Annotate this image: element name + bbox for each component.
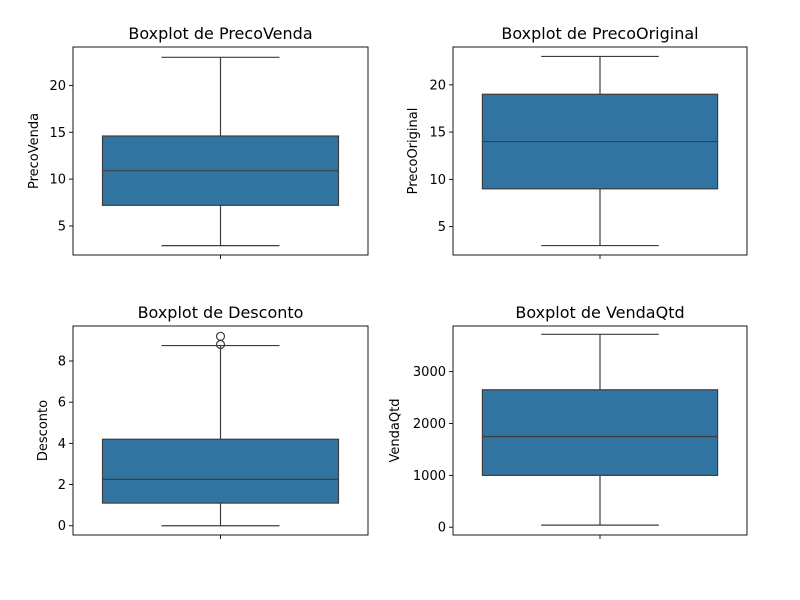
y-tick-label: 15: [49, 126, 66, 141]
chart-title: Boxplot de VendaQtd: [515, 303, 684, 322]
y-tick-label: 20: [49, 79, 66, 94]
y-tick-label: 3000: [413, 365, 446, 380]
y-tick-label: 5: [438, 220, 446, 235]
iqr-box: [101, 438, 340, 504]
y-tick-label: 1000: [413, 469, 446, 484]
y-axis-label: VendaQtd: [388, 399, 403, 463]
y-tick-label: 20: [429, 78, 446, 93]
boxplot-panel: Boxplot de PrecoVenda PrecoVenda 5 10 15 20: [27, 24, 369, 259]
plot-frame: [72, 325, 369, 536]
y-tick-label: 2: [58, 478, 66, 493]
chart-title: Boxplot de PrecoVenda: [128, 24, 312, 43]
boxplot-panel: Boxplot de Desconto Desconto 0 2 4 6 8: [36, 303, 369, 539]
boxplot-panel: Boxplot de VendaQtd VendaQtd 0 1000 2000 3000: [388, 303, 748, 539]
y-axis-label: Desconto: [36, 400, 51, 461]
y-axis-label: PrecoVenda: [27, 113, 42, 189]
y-tick-label: 6: [58, 396, 66, 411]
y-tick-label: 10: [49, 173, 66, 188]
y-tick-label: 4: [58, 437, 66, 452]
y-tick-label: 15: [429, 126, 446, 141]
y-tick-label: 10: [429, 173, 446, 188]
outlier-point: [215, 331, 226, 341]
y-tick-label: 5: [58, 219, 66, 234]
plot-frame: [452, 46, 748, 256]
boxplot-panel: Boxplot de PrecoOriginal PrecoOriginal 5 10…: [406, 24, 748, 259]
y-tick-label: 0: [438, 521, 446, 536]
iqr-box: [481, 389, 719, 476]
y-tick-label: 2000: [413, 417, 446, 432]
plot-frame: [452, 325, 748, 536]
plot-frame: [72, 46, 369, 256]
chart-title: Boxplot de Desconto: [138, 303, 304, 322]
chart-title: Boxplot de PrecoOriginal: [501, 24, 698, 43]
y-tick-label: 0: [58, 519, 66, 534]
y-tick-label: 8: [58, 355, 66, 370]
y-axis-label: PrecoOriginal: [406, 108, 421, 195]
